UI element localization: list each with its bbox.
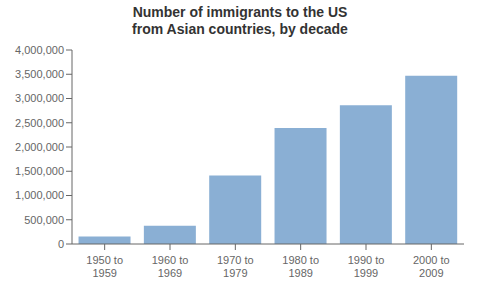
svg-text:1970 to1979: 1970 to1979 bbox=[217, 254, 254, 279]
svg-text:1950 to1959: 1950 to1959 bbox=[86, 254, 123, 279]
svg-text:1,000,000: 1,000,000 bbox=[15, 189, 64, 201]
svg-text:500,000: 500,000 bbox=[24, 214, 64, 226]
svg-text:2000 to2009: 2000 to2009 bbox=[413, 254, 450, 279]
html-text:Number of immigrants to the US: Number of immigrants to the US from Asia… bbox=[132, 4, 348, 37]
svg-text:0: 0 bbox=[58, 238, 64, 250]
svg-text:3,000,000: 3,000,000 bbox=[15, 92, 64, 104]
svg-text:2,500,000: 2,500,000 bbox=[15, 117, 64, 129]
svg-text:1990 to1999: 1990 to1999 bbox=[348, 254, 385, 279]
svg-text:1980 to1989: 1980 to1989 bbox=[282, 254, 319, 279]
svg-text:1960 to1969: 1960 to1969 bbox=[152, 254, 189, 279]
svg-text:4,000,000: 4,000,000 bbox=[15, 44, 64, 56]
svg-text:1,500,000: 1,500,000 bbox=[15, 165, 64, 177]
svg-text:3,500,000: 3,500,000 bbox=[15, 68, 64, 80]
svg-text:2,000,000: 2,000,000 bbox=[15, 141, 64, 153]
